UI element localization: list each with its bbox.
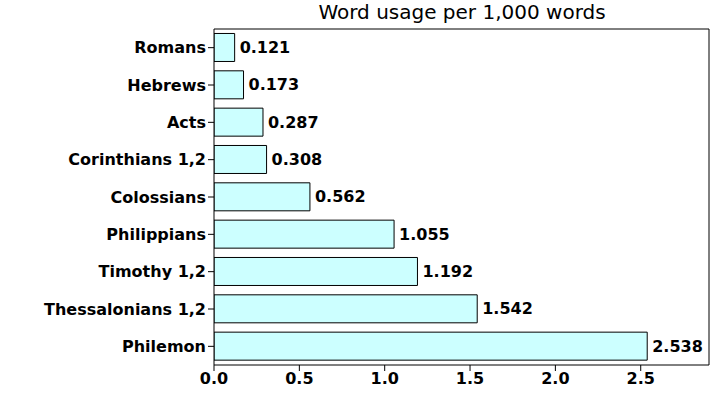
svg-text:2.538: 2.538 [652,337,703,356]
svg-text:1.542: 1.542 [482,299,533,318]
svg-text:1.192: 1.192 [422,262,473,281]
svg-text:Corinthians 1,2: Corinthians 1,2 [68,150,206,169]
svg-text:0.308: 0.308 [272,150,323,169]
svg-text:0.173: 0.173 [249,75,300,94]
svg-text:0.562: 0.562 [315,187,366,206]
svg-text:Thessalonians 1,2: Thessalonians 1,2 [44,300,206,319]
svg-text:Philemon: Philemon [122,337,206,356]
svg-text:0.0: 0.0 [200,369,228,388]
svg-text:Romans: Romans [134,38,206,57]
svg-text:2.5: 2.5 [627,369,655,388]
svg-text:Philippians: Philippians [106,225,206,244]
svg-text:0.5: 0.5 [285,369,313,388]
svg-text:1.0: 1.0 [371,369,399,388]
svg-text:0.121: 0.121 [240,38,291,57]
svg-text:0.287: 0.287 [268,113,319,132]
svg-text:1.5: 1.5 [456,369,484,388]
svg-text:Colossians: Colossians [111,188,206,207]
svg-text:Timothy 1,2: Timothy 1,2 [99,262,206,281]
svg-text:2.0: 2.0 [541,369,569,388]
svg-text:Hebrews: Hebrews [127,76,206,95]
svg-text:Acts: Acts [167,113,206,132]
svg-text:1.055: 1.055 [399,225,450,244]
html-text:Word usage per 1,000 words: Word usage per 1,000 words [318,0,606,24]
